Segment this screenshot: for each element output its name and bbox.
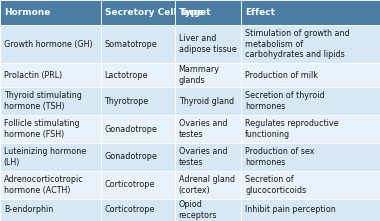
Text: Prolactin (PRL): Prolactin (PRL) — [4, 71, 62, 80]
FancyBboxPatch shape — [101, 198, 175, 221]
Text: Target: Target — [179, 8, 211, 17]
FancyBboxPatch shape — [0, 63, 101, 87]
FancyBboxPatch shape — [241, 63, 380, 87]
Text: B-endorphin: B-endorphin — [4, 205, 53, 214]
Text: Liver and
adipose tissue: Liver and adipose tissue — [179, 34, 236, 54]
Text: Effect: Effect — [245, 8, 275, 17]
Text: Production of milk: Production of milk — [245, 71, 318, 80]
FancyBboxPatch shape — [101, 115, 175, 143]
Text: Ovaries and
testes: Ovaries and testes — [179, 147, 227, 167]
FancyBboxPatch shape — [175, 63, 241, 87]
Text: Mammary
glands: Mammary glands — [179, 65, 220, 85]
FancyBboxPatch shape — [241, 25, 380, 63]
FancyBboxPatch shape — [0, 0, 101, 25]
Text: Inhibit pain perception: Inhibit pain perception — [245, 205, 336, 214]
Text: Ovaries and
testes: Ovaries and testes — [179, 119, 227, 139]
FancyBboxPatch shape — [241, 115, 380, 143]
FancyBboxPatch shape — [0, 143, 101, 171]
Text: Stimulation of growth and
metabolism of
carbohydrates and lipids: Stimulation of growth and metabolism of … — [245, 29, 350, 59]
FancyBboxPatch shape — [0, 115, 101, 143]
Text: Follicle stimulating
hormone (FSH): Follicle stimulating hormone (FSH) — [4, 119, 79, 139]
Text: Growth hormone (GH): Growth hormone (GH) — [4, 40, 92, 49]
FancyBboxPatch shape — [101, 63, 175, 87]
Text: Thyrotrope: Thyrotrope — [105, 97, 149, 106]
FancyBboxPatch shape — [101, 143, 175, 171]
FancyBboxPatch shape — [101, 25, 175, 63]
Text: Opiod
receptors: Opiod receptors — [179, 200, 217, 220]
FancyBboxPatch shape — [101, 87, 175, 115]
Text: Gonadotrope: Gonadotrope — [105, 125, 157, 133]
FancyBboxPatch shape — [0, 25, 101, 63]
FancyBboxPatch shape — [101, 171, 175, 198]
Text: Secretion of thyroid
hormones: Secretion of thyroid hormones — [245, 91, 325, 111]
FancyBboxPatch shape — [175, 115, 241, 143]
FancyBboxPatch shape — [241, 171, 380, 198]
FancyBboxPatch shape — [241, 198, 380, 221]
FancyBboxPatch shape — [0, 171, 101, 198]
FancyBboxPatch shape — [175, 198, 241, 221]
FancyBboxPatch shape — [175, 143, 241, 171]
Text: Adrenocorticotropic
hormone (ACTH): Adrenocorticotropic hormone (ACTH) — [4, 175, 84, 194]
Text: Hormone: Hormone — [4, 8, 50, 17]
Text: Somatotrope: Somatotrope — [105, 40, 157, 49]
Text: Secretion of
glucocorticoids: Secretion of glucocorticoids — [245, 175, 306, 194]
Text: Gonadotrope: Gonadotrope — [105, 152, 157, 161]
FancyBboxPatch shape — [0, 87, 101, 115]
Text: Regulates reproductive
functioning: Regulates reproductive functioning — [245, 119, 339, 139]
FancyBboxPatch shape — [175, 171, 241, 198]
Text: Production of sex
hormones: Production of sex hormones — [245, 147, 315, 167]
FancyBboxPatch shape — [241, 87, 380, 115]
Text: Luteinizing hormone
(LH): Luteinizing hormone (LH) — [4, 147, 86, 167]
Text: Thyroid gland: Thyroid gland — [179, 97, 234, 106]
FancyBboxPatch shape — [175, 0, 241, 25]
Text: Corticotrope: Corticotrope — [105, 205, 155, 214]
Text: Lactotrope: Lactotrope — [105, 71, 148, 80]
Text: Adrenal gland
(cortex): Adrenal gland (cortex) — [179, 175, 234, 194]
FancyBboxPatch shape — [175, 25, 241, 63]
FancyBboxPatch shape — [241, 0, 380, 25]
Text: Corticotrope: Corticotrope — [105, 180, 155, 189]
FancyBboxPatch shape — [0, 198, 101, 221]
FancyBboxPatch shape — [101, 0, 175, 25]
FancyBboxPatch shape — [241, 143, 380, 171]
FancyBboxPatch shape — [175, 87, 241, 115]
Text: Thyroid stimulating
hormone (TSH): Thyroid stimulating hormone (TSH) — [4, 91, 82, 111]
Text: Secretory Cell Type: Secretory Cell Type — [105, 8, 203, 17]
